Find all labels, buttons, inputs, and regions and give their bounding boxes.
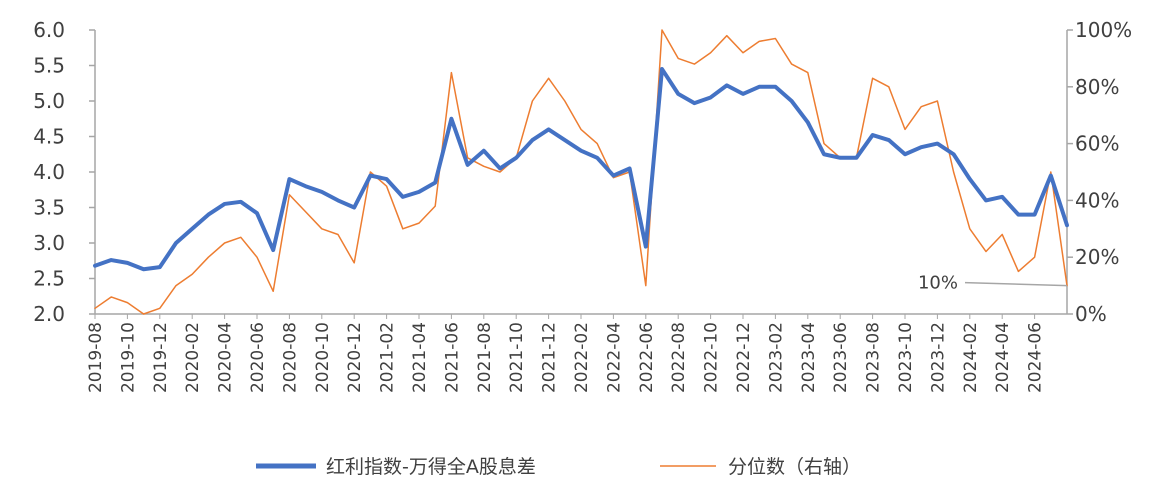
x-tick-label: 2021-06	[442, 322, 462, 393]
y-tick-label: 2.0	[33, 302, 65, 326]
y-axis-right-ticks: 0% 20% 40% 60% 80% 100%	[1067, 18, 1132, 326]
annotation-layer: 10%	[918, 273, 1068, 294]
x-tick-label: 2024-02	[961, 322, 981, 393]
y2-tick-label: 60%	[1075, 132, 1119, 156]
legend: 红利指数-万得全A股息差 分位数（右轴）	[256, 456, 861, 478]
x-tick-label: 2023-04	[799, 322, 819, 393]
x-tick-label: 2021-08	[475, 322, 495, 393]
x-tick-label: 2022-02	[572, 322, 592, 393]
x-tick-label: 2019-12	[151, 322, 171, 393]
x-tick-label: 2023-02	[766, 322, 786, 393]
x-tick-label: 2019-08	[86, 322, 106, 393]
x-tick-label: 2022-06	[637, 322, 657, 393]
x-tick-label: 2022-10	[702, 322, 722, 393]
x-tick-label: 2023-10	[896, 322, 916, 393]
y2-tick-label: 80%	[1075, 75, 1119, 99]
x-tick-label: 2023-12	[928, 322, 948, 393]
x-tick-label: 2022-04	[604, 322, 624, 393]
x-tick-label: 2021-12	[540, 322, 560, 393]
x-tick-label: 2020-06	[248, 322, 268, 393]
y-tick-label: 5.0	[33, 89, 65, 113]
series-layer	[93, 29, 1069, 315]
x-tick-label: 2020-04	[216, 322, 236, 393]
y2-tick-label: 100%	[1075, 18, 1132, 42]
y2-tick-label: 20%	[1075, 245, 1119, 269]
annotation-label: 10%	[918, 273, 958, 294]
y-tick-label: 5.5	[33, 54, 65, 78]
y-tick-label: 3.0	[33, 231, 65, 255]
x-tick-label: 2020-02	[183, 322, 203, 393]
y-tick-label: 6.0	[33, 18, 65, 42]
series-line-dividend-spread	[93, 67, 1069, 272]
x-tick-label: 2019-10	[118, 322, 138, 393]
x-tick-label: 2021-10	[507, 322, 527, 393]
x-tick-label: 2020-10	[313, 322, 333, 393]
legend-label: 分位数（右轴）	[728, 456, 861, 478]
y-tick-label: 3.5	[33, 196, 65, 220]
x-tick-label: 2020-12	[345, 322, 365, 393]
y-tick-label: 2.5	[33, 267, 65, 291]
x-tick-label: 2021-04	[410, 322, 430, 393]
x-tick-label: 2023-08	[864, 322, 884, 393]
x-tick-label: 2021-02	[378, 322, 398, 393]
x-tick-label: 2023-06	[831, 322, 851, 393]
y2-tick-label: 0%	[1075, 302, 1107, 326]
series-line-percentile	[94, 29, 1068, 315]
y-axis-left-ticks: 2.0 2.5 3.0 3.5 4.0 4.5 5.0 5.5 6.0	[33, 18, 95, 326]
y-tick-label: 4.0	[33, 160, 65, 184]
x-tick-label: 2020-08	[280, 322, 300, 393]
y2-tick-label: 40%	[1075, 188, 1119, 212]
axes	[94, 30, 1068, 315]
x-tick-label: 2024-06	[1026, 322, 1046, 393]
x-tick-label: 2022-12	[734, 322, 754, 393]
x-axis-ticks: 2019-08 2019-10 2019-12 2020-02 2020-04 2020-…	[86, 314, 1046, 393]
x-tick-label: 2024-04	[993, 322, 1013, 393]
annotation-leader-line	[964, 281, 1068, 287]
y-tick-label: 4.5	[33, 125, 65, 149]
x-tick-label: 2022-08	[669, 322, 689, 393]
legend-label: 红利指数-万得全A股息差	[326, 456, 536, 478]
